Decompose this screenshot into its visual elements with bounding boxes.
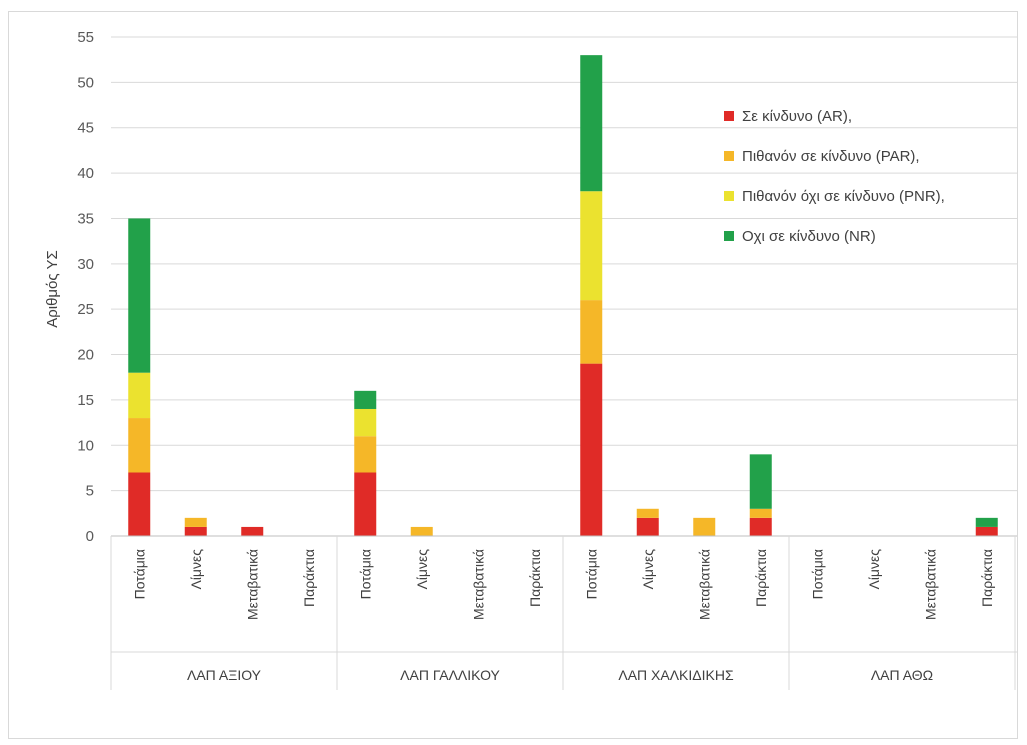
category-label: Μεταβατικά (696, 549, 712, 620)
x-axis (110, 535, 1017, 690)
category-label: Ποτάμια (357, 549, 373, 599)
group-label: ΛΑΠ ΓΑΛΛΙΚΟΥ (400, 667, 500, 683)
legend-label: Πιθανόν όχι σε κίνδυνο (PNR), (742, 188, 945, 205)
bar-segment-2 (693, 517, 716, 536)
category-label: Λίμνες (414, 549, 430, 590)
category-label: Λίμνες (866, 549, 882, 590)
category-label: Παράκτια (753, 549, 769, 607)
legend-label: Σε κίνδυνο (AR), (742, 108, 852, 125)
category-label: Λίμνες (640, 549, 656, 590)
bar-segment-4 (975, 517, 998, 527)
y-tick-label: 25 (77, 301, 94, 318)
y-axis-title: Αριθμός ΥΣ (44, 250, 61, 328)
bar-segment-2 (580, 300, 603, 364)
bar-segment-1 (184, 526, 207, 536)
legend: Σε κίνδυνο (AR), Πιθανόν σε κίνδυνο (PAR)… (724, 108, 945, 245)
group-label: ΛΑΠ ΧΑΛΚΙΔΙΚΗΣ (618, 667, 734, 683)
y-tick-label: 15 (77, 392, 94, 409)
category-label: Μεταβατικά (922, 549, 938, 620)
category-label: Μεταβατικά (470, 549, 486, 620)
y-tick-label: 50 (77, 74, 94, 91)
category-label: Παράκτια (527, 549, 543, 607)
bar-segment-2 (128, 418, 151, 473)
gridlines (111, 36, 1017, 492)
legend-label: Πιθανόν σε κίνδυνο (PAR), (742, 148, 920, 165)
legend-swatch (724, 231, 734, 241)
bar-segment-1 (580, 363, 603, 536)
bar-segment-3 (354, 408, 377, 437)
legend-label: Οχι σε κίνδυνο (NR) (742, 228, 876, 245)
bar-segment-4 (580, 55, 603, 192)
category-label: Ποτάμια (809, 549, 825, 599)
category-label: Παράκτια (301, 549, 317, 607)
legend-swatch (724, 151, 734, 161)
category-label: Ποτάμια (583, 549, 599, 599)
bar-segment-4 (749, 454, 772, 509)
bar-segment-4 (128, 218, 151, 373)
category-label: Ποτάμια (131, 549, 147, 599)
bar-segment-3 (128, 372, 151, 419)
bars (128, 55, 998, 536)
category-label: Λίμνες (188, 549, 204, 590)
bar-segment-2 (636, 508, 659, 518)
bar-segment-2 (410, 526, 433, 536)
bar-segment-1 (975, 526, 998, 536)
y-tick-label: 0 (86, 528, 94, 545)
bar-segment-3 (580, 191, 603, 301)
bar-segment-2 (749, 508, 772, 518)
group-label: ΛΑΠ ΑΘΩ (871, 667, 933, 683)
bar-segment-1 (636, 517, 659, 536)
category-label: Μεταβατικά (244, 549, 260, 620)
bar-segment-1 (354, 472, 377, 536)
category-labels: Ποτάμια Λίμνες Μεταβατικά Παράκτια Ποτάμια Λί… (131, 549, 995, 620)
bar-segment-1 (241, 526, 264, 536)
y-tick-label: 40 (77, 165, 94, 182)
legend-swatch (724, 111, 734, 121)
bar-segment-1 (749, 517, 772, 536)
y-tick-label: 5 (86, 483, 94, 500)
group-labels: ΛΑΠ ΑΞΙΟΥ ΛΑΠ ΓΑΛΛΙΚΟΥ ΛΑΠ ΧΑΛΚΙΔΙΚΗΣ ΛΑΠ Α… (187, 667, 933, 683)
category-label: Παράκτια (979, 549, 995, 607)
bar-segment-1 (128, 472, 151, 536)
bar-segment-4 (354, 390, 377, 409)
y-tick-label: 45 (77, 120, 94, 137)
y-axis-ticks: 0 5 10 15 20 25 30 35 40 45 50 55 (77, 29, 94, 545)
group-label: ΛΑΠ ΑΞΙΟΥ (187, 667, 262, 683)
chart-frame (8, 11, 1018, 739)
y-tick-label: 30 (77, 256, 94, 273)
y-tick-label: 10 (77, 437, 94, 454)
bar-segment-2 (354, 436, 377, 473)
y-tick-label: 55 (77, 29, 94, 46)
bar-segment-2 (184, 517, 207, 527)
y-tick-label: 35 (77, 210, 94, 227)
legend-swatch (724, 191, 734, 201)
y-tick-label: 20 (77, 347, 94, 364)
